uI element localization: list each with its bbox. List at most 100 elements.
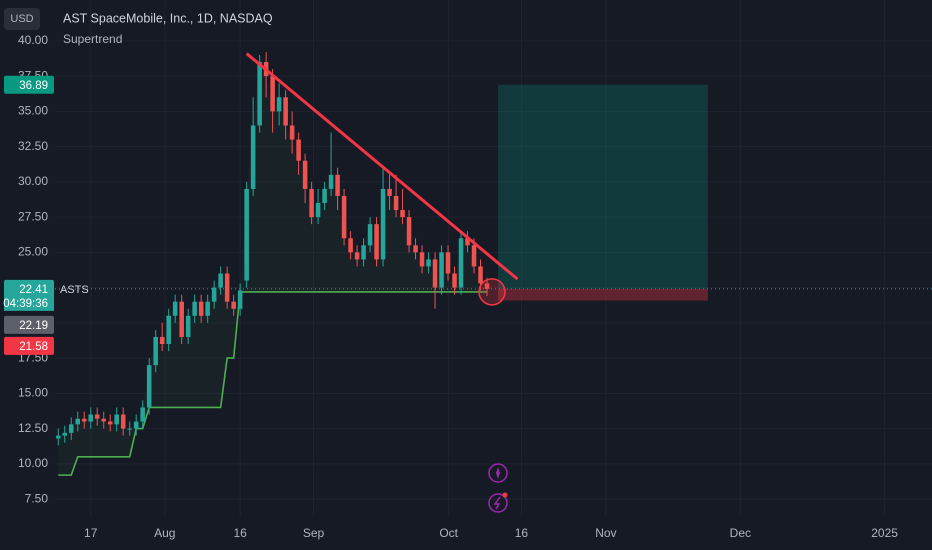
candle-body — [244, 188, 249, 281]
candle-body — [75, 418, 81, 425]
candle-body — [166, 315, 171, 344]
x-tick-label: Sep — [303, 526, 325, 540]
candle-body — [205, 301, 210, 316]
x-tick-label: 16 — [233, 526, 247, 540]
candle-body — [471, 245, 477, 267]
candle-body — [283, 97, 288, 126]
axis: 7.5010.0012.5015.0017.5020.0022.5025.002… — [3, 33, 898, 540]
x-tick-label: Nov — [595, 526, 616, 540]
candle-body — [478, 266, 483, 284]
candle-body — [114, 414, 119, 425]
candle-body — [55, 435, 61, 439]
candle-body — [445, 252, 451, 274]
y-tick-label: 30.00 — [18, 174, 48, 188]
supertrend-fill — [58, 62, 488, 476]
y-tick-label: 7.50 — [25, 491, 49, 505]
candle-body — [413, 245, 418, 253]
candle-body — [224, 273, 230, 302]
x-tick-label: Dec — [730, 526, 751, 540]
candle-body — [341, 195, 347, 239]
candle-body — [257, 62, 262, 126]
candle-body — [439, 252, 444, 288]
price-badge-label: 22.41 — [19, 284, 48, 296]
candle-body — [218, 273, 223, 288]
candle-body — [426, 259, 431, 267]
y-tick-label: 32.50 — [18, 139, 48, 153]
candle-body — [348, 238, 353, 253]
trendline — [245, 52, 519, 281]
position-stop-zone — [498, 288, 708, 301]
candle-body — [361, 245, 366, 260]
signal-icons — [488, 463, 508, 513]
candle-body — [172, 301, 178, 316]
candle-body — [231, 301, 236, 309]
candle-body — [400, 210, 405, 218]
candle-body — [237, 290, 243, 309]
candle-body — [465, 238, 470, 246]
price-badge — [4, 279, 54, 298]
x-tick-label: 2025 — [871, 526, 898, 540]
candle-body — [250, 125, 256, 189]
y-tick-label: 40.00 — [18, 33, 48, 47]
y-tick-label: 35.00 — [18, 104, 48, 118]
y-tick-label: 12.50 — [18, 421, 48, 435]
candle-body — [107, 421, 113, 425]
y-tick-label: 15.00 — [18, 386, 48, 400]
candle-body — [127, 428, 132, 430]
candle-body — [185, 315, 191, 337]
y-tick-label: 27.50 — [18, 209, 48, 223]
candle-body — [153, 336, 158, 366]
candle-body — [406, 217, 412, 246]
x-tick-label: Aug — [154, 526, 175, 540]
candle-body — [88, 414, 94, 422]
countdown: 04:39:36 — [3, 298, 48, 310]
candle-body — [179, 301, 184, 337]
candle-body — [192, 301, 197, 316]
candle-body — [94, 414, 100, 419]
price-badge-label: 21.58 — [19, 341, 48, 353]
currency-button[interactable] — [4, 8, 40, 30]
candle-body — [374, 224, 379, 260]
x-tick-label: 17 — [84, 526, 98, 540]
x-tick-label: 16 — [515, 526, 529, 540]
price-badge — [4, 336, 54, 355]
symbol-label: ASTS — [60, 284, 89, 296]
price-badge — [4, 315, 54, 334]
candle-body — [146, 365, 152, 408]
candle-body — [393, 195, 399, 211]
candle-body — [276, 97, 282, 112]
candle-body — [68, 424, 74, 433]
countdown-badge — [4, 296, 54, 311]
candle-body — [296, 139, 301, 161]
supertrend-line — [58, 291, 488, 476]
candle-body — [354, 252, 360, 260]
position-target-zone — [498, 84, 708, 289]
price-badge-label: 36.89 — [19, 80, 48, 92]
candle-body — [101, 418, 106, 422]
candle-body — [140, 407, 145, 422]
candle-body — [484, 283, 490, 289]
candle-body — [81, 418, 87, 422]
plot-area — [55, 0, 932, 516]
candle-body — [367, 224, 373, 246]
currency[interactable]: USD — [10, 13, 33, 25]
candle-body — [302, 160, 308, 189]
candle-body — [458, 238, 464, 288]
candle-body — [419, 252, 425, 267]
candle-body — [62, 432, 68, 436]
y-tick-label: 10.00 — [18, 456, 48, 470]
indicator-legend[interactable]: Supertrend — [63, 32, 122, 46]
candle-body — [198, 301, 204, 316]
candle-body — [309, 188, 314, 218]
price-badge-label: 22.19 — [19, 320, 48, 332]
candle-body — [432, 259, 438, 288]
candle-body — [315, 203, 321, 218]
candle-body — [159, 336, 165, 344]
candle-body — [387, 188, 392, 196]
candle-body — [289, 125, 295, 140]
candle-body — [452, 273, 457, 288]
entry-marker — [478, 278, 506, 306]
candle-body — [380, 188, 386, 260]
candle-body — [133, 421, 139, 429]
